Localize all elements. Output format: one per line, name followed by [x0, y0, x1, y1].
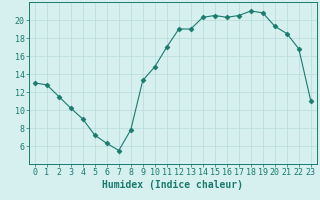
X-axis label: Humidex (Indice chaleur): Humidex (Indice chaleur): [102, 180, 243, 190]
